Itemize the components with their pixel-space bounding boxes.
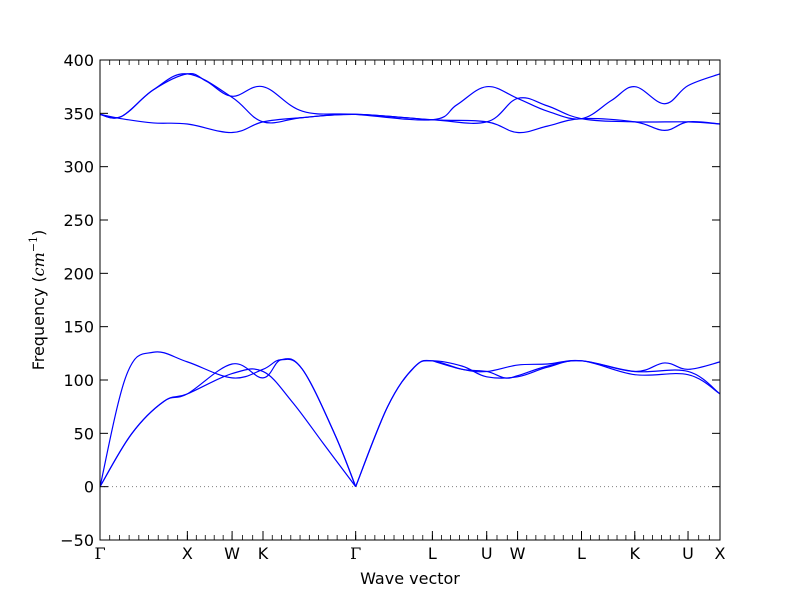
y-axis-label: Frequency (cm−1) bbox=[27, 230, 48, 371]
y-tick-label: 100 bbox=[63, 371, 94, 390]
phonon-branch-4 bbox=[355, 359, 721, 487]
x-tick-label: Γ bbox=[94, 544, 105, 563]
x-axis-label: Wave vector bbox=[360, 569, 460, 588]
phonon-branch-9 bbox=[99, 72, 721, 121]
x-tick-label: X bbox=[182, 544, 193, 563]
phonon-branch-2 bbox=[99, 358, 357, 487]
phonon-branch-1 bbox=[99, 351, 357, 487]
x-tick-label: W bbox=[510, 544, 526, 563]
y-tick-label: 400 bbox=[63, 51, 94, 70]
y-axis-label-exponent: −1 bbox=[27, 236, 40, 252]
series-layer bbox=[99, 72, 721, 488]
x-tick-label: Γ bbox=[350, 544, 361, 563]
phonon-branch-5 bbox=[355, 359, 721, 487]
phonon-branch-3 bbox=[99, 368, 357, 488]
y-tick-label: 150 bbox=[63, 318, 94, 337]
phonon-branch-6 bbox=[432, 360, 721, 395]
x-tick-label: W bbox=[224, 544, 240, 563]
y-tick-label: 200 bbox=[63, 264, 94, 283]
y-tick-label: 50 bbox=[74, 424, 94, 443]
x-tick-label: L bbox=[428, 544, 437, 563]
y-axis-label-prefix: Frequency ( bbox=[29, 276, 48, 370]
y-tick-label: 0 bbox=[84, 478, 94, 497]
ticks-layer bbox=[99, 59, 721, 541]
y-tick-label: 300 bbox=[63, 158, 94, 177]
x-tick-label: K bbox=[630, 544, 641, 563]
phonon-branch-7 bbox=[99, 113, 721, 134]
x-tick-label: U bbox=[682, 544, 694, 563]
plot-frame bbox=[99, 59, 721, 541]
y-tick-label: 250 bbox=[63, 211, 94, 230]
x-tick-label: X bbox=[715, 544, 726, 563]
x-tick-label: K bbox=[258, 544, 269, 563]
x-tick-label: L bbox=[577, 544, 586, 563]
phonon-branch-8 bbox=[99, 73, 721, 125]
y-axis-label-unit: cm bbox=[29, 252, 48, 276]
x-tick-label: U bbox=[481, 544, 493, 563]
y-tick-label: −50 bbox=[60, 531, 94, 550]
y-axis-label-suffix: ) bbox=[29, 230, 48, 236]
y-tick-label: 350 bbox=[63, 104, 94, 123]
